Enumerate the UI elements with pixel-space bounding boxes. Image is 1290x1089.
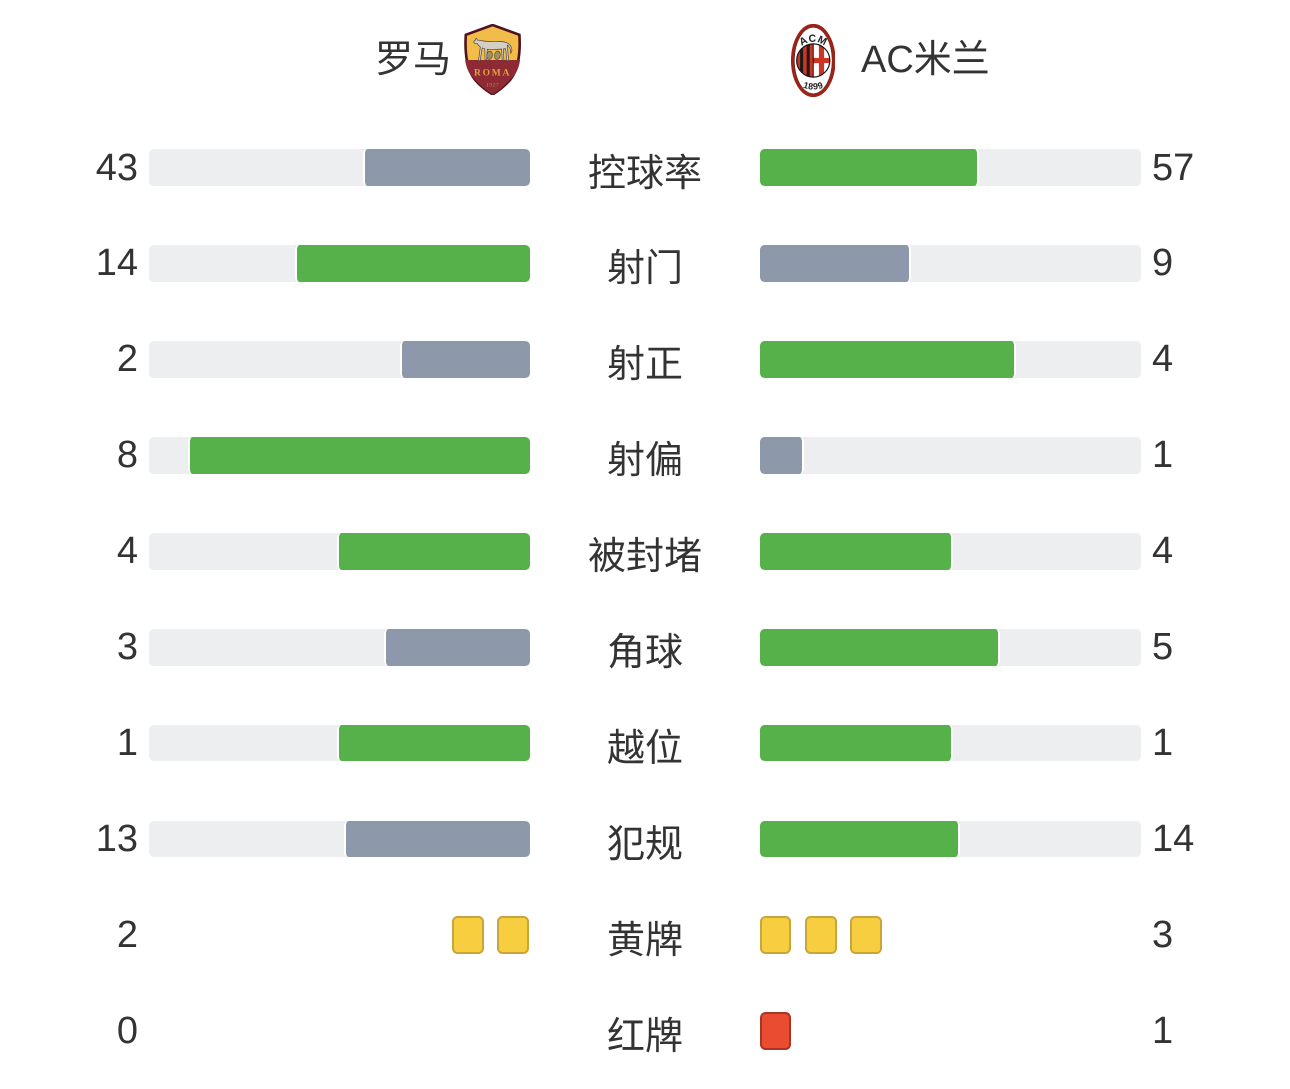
svg-text:ROMA: ROMA [474,68,511,78]
svg-text:ACM: ACM [797,32,829,48]
svg-text:1899: 1899 [802,79,824,91]
svg-text:1927: 1927 [486,82,499,88]
